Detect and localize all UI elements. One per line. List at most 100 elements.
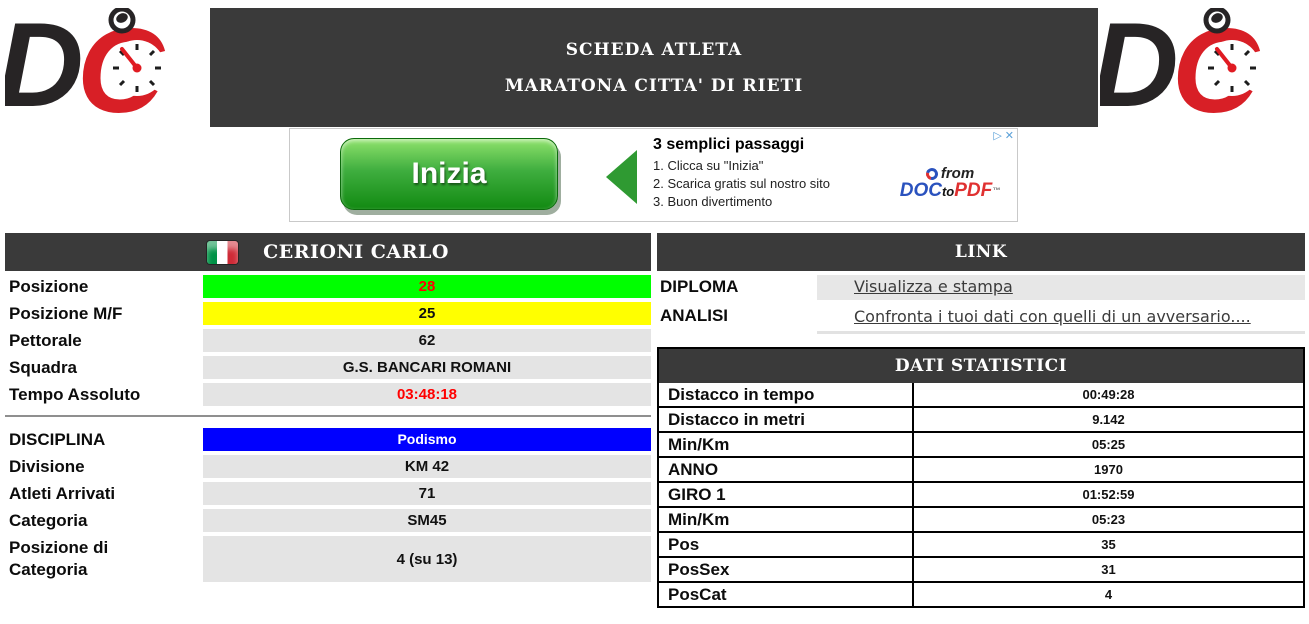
athlete-header: CERIONI CARLO bbox=[5, 233, 651, 271]
stat-label: Distacco in metri bbox=[659, 408, 914, 431]
ad-copy: 3 semplici passaggi 1. Clicca su "Inizia… bbox=[653, 136, 830, 211]
stats-header: DATI STATISTICI bbox=[659, 349, 1303, 383]
total-time-value: 03:48:18 bbox=[203, 383, 651, 406]
athlete-row: Divisione KM 42 bbox=[5, 455, 651, 478]
row-label: Pettorale bbox=[9, 331, 82, 350]
athlete-row: Squadra G.S. BANCARI ROMANI bbox=[5, 356, 651, 379]
stat-label: PosCat bbox=[659, 583, 914, 606]
athlete-card: CERIONI CARLO Posizione 28 Posizione M/F… bbox=[5, 233, 651, 582]
stat-row: Distacco in tempo 00:49:28 bbox=[659, 383, 1303, 408]
athlete-row: Posizione 28 bbox=[5, 275, 651, 298]
page-title: SCHEDA ATLETA bbox=[565, 39, 743, 60]
link-cell: Visualizza e stampa bbox=[817, 275, 1305, 300]
stat-label: Min/Km bbox=[659, 433, 914, 456]
dc-timing-logo: D C bbox=[1092, 0, 1305, 138]
athlete-row: DISCIPLINA Podismo bbox=[5, 428, 651, 451]
row-label: Categoria bbox=[9, 511, 88, 530]
athlete-row: Atleti Arrivati 71 bbox=[5, 482, 651, 505]
stat-row: PosCat 4 bbox=[659, 583, 1303, 606]
ad-banner: Inizia 3 semplici passaggi 1. Clicca su … bbox=[289, 128, 1018, 222]
link-cell: Confronta i tuoi dati con quelli di un a… bbox=[817, 304, 1305, 334]
stat-value: 01:52:59 bbox=[1082, 487, 1135, 502]
athlete-row: Tempo Assoluto 03:48:18 bbox=[5, 383, 651, 406]
adchoices-icon[interactable]: ▷ bbox=[993, 130, 1002, 142]
category-position-value: 4 (su 13) bbox=[203, 536, 651, 582]
row-label: DISCIPLINA bbox=[9, 430, 106, 449]
dc-timing-logo-graphic: D C bbox=[0, 0, 166, 138]
brand-pdf: PDF bbox=[954, 180, 993, 201]
ad-step: 3. Buon divertimento bbox=[653, 194, 773, 209]
svg-text:D: D bbox=[5, 8, 84, 126]
stat-row: ANNO 1970 bbox=[659, 458, 1303, 483]
link-row: DIPLOMA Visualizza e stampa bbox=[657, 275, 1305, 300]
stats-title: DATI STATISTICI bbox=[894, 356, 1068, 376]
link-panel: LINK DIPLOMA Visualizza e stampa ANALISI… bbox=[657, 233, 1305, 334]
stat-value: 31 bbox=[1101, 562, 1116, 577]
stat-value: 00:49:28 bbox=[1082, 387, 1135, 402]
stat-label: ANNO bbox=[659, 458, 914, 481]
stats-panel: DATI STATISTICI Distacco in tempo 00:49:… bbox=[657, 347, 1305, 608]
ad-headline: 3 semplici passaggi bbox=[653, 136, 805, 153]
row-label: Tempo Assoluto bbox=[9, 385, 141, 404]
row-label: ANALISI bbox=[660, 306, 728, 325]
link-header: LINK bbox=[657, 233, 1305, 271]
stat-label: Pos bbox=[659, 533, 914, 556]
athlete-row: Categoria SM45 bbox=[5, 509, 651, 532]
link-title: LINK bbox=[954, 242, 1008, 262]
brand-to: to bbox=[941, 184, 955, 199]
adchoices-controls: ▷ ✕ bbox=[993, 130, 1014, 142]
stat-label: Min/Km bbox=[659, 508, 914, 531]
stat-row: Min/Km 05:25 bbox=[659, 433, 1303, 458]
stat-value: 35 bbox=[1101, 537, 1116, 552]
brand-doc: DOC bbox=[899, 180, 942, 201]
row-label: Posizione M/F bbox=[9, 304, 123, 323]
analysis-link[interactable]: Confronta i tuoi dati con quelli di un a… bbox=[854, 307, 1251, 326]
stat-row: PosSex 31 bbox=[659, 558, 1303, 583]
athlete-row: Pettorale 62 bbox=[5, 329, 651, 352]
ad-step: 1. Clicca su "Inizia" bbox=[653, 158, 764, 173]
brand-trademark: ™ bbox=[992, 186, 1001, 195]
ad-step: 2. Scarica gratis sul nostro sito bbox=[653, 176, 831, 191]
arrow-left-icon bbox=[606, 150, 637, 204]
brand-from: from bbox=[940, 165, 975, 182]
category-value: SM45 bbox=[203, 509, 651, 532]
division-value: KM 42 bbox=[203, 455, 651, 478]
athlete-name: CERIONI CARLO bbox=[263, 241, 449, 263]
diploma-link[interactable]: Visualizza e stampa bbox=[854, 277, 1013, 296]
stat-label: PosSex bbox=[659, 558, 914, 581]
row-label: Posizione bbox=[9, 277, 89, 296]
italy-flag-icon bbox=[207, 240, 239, 264]
ad-start-button[interactable]: Inizia bbox=[340, 138, 558, 210]
position-value: 28 bbox=[203, 275, 651, 298]
bib-value: 62 bbox=[203, 329, 651, 352]
team-value: G.S. BANCARI ROMANI bbox=[203, 356, 651, 379]
stat-row: GIRO 1 01:52:59 bbox=[659, 483, 1303, 508]
stat-value: 1970 bbox=[1094, 462, 1123, 477]
dc-timing-logo-graphic: D C bbox=[1092, 0, 1261, 138]
svg-text:D: D bbox=[1100, 8, 1179, 126]
athlete-row: Posizione di Categoria 4 (su 13) bbox=[5, 536, 651, 582]
dc-timing-logo: D C bbox=[0, 0, 210, 138]
discipline-value: Podismo bbox=[203, 428, 651, 451]
stat-row: Min/Km 05:23 bbox=[659, 508, 1303, 533]
row-label: Divisione bbox=[9, 457, 85, 476]
position-mf-value: 25 bbox=[203, 302, 651, 325]
link-row: ANALISI Confronta i tuoi dati con quelli… bbox=[657, 304, 1305, 334]
stat-value: 9.142 bbox=[1092, 412, 1125, 427]
stat-label: GIRO 1 bbox=[659, 483, 914, 506]
stat-label: Distacco in tempo bbox=[659, 383, 914, 406]
athlete-row: Posizione M/F 25 bbox=[5, 302, 651, 325]
ad-close-icon[interactable]: ✕ bbox=[1004, 130, 1014, 142]
row-label: DIPLOMA bbox=[660, 277, 739, 296]
stat-value: 05:23 bbox=[1091, 512, 1126, 527]
section-divider bbox=[5, 415, 651, 417]
stat-row: Pos 35 bbox=[659, 533, 1303, 558]
row-label: Atleti Arrivati bbox=[9, 484, 116, 503]
stat-value: 05:25 bbox=[1091, 437, 1126, 452]
row-label: Squadra bbox=[9, 358, 78, 377]
event-title: MARATONA CITTA' DI RIETI bbox=[504, 75, 804, 96]
stat-row: Distacco in metri 9.142 bbox=[659, 408, 1303, 433]
stat-value: 4 bbox=[1104, 587, 1113, 602]
doctopdf-logo: from DOCtoPDF™ bbox=[895, 165, 1005, 201]
row-label: Posizione di Categoria bbox=[9, 538, 109, 579]
